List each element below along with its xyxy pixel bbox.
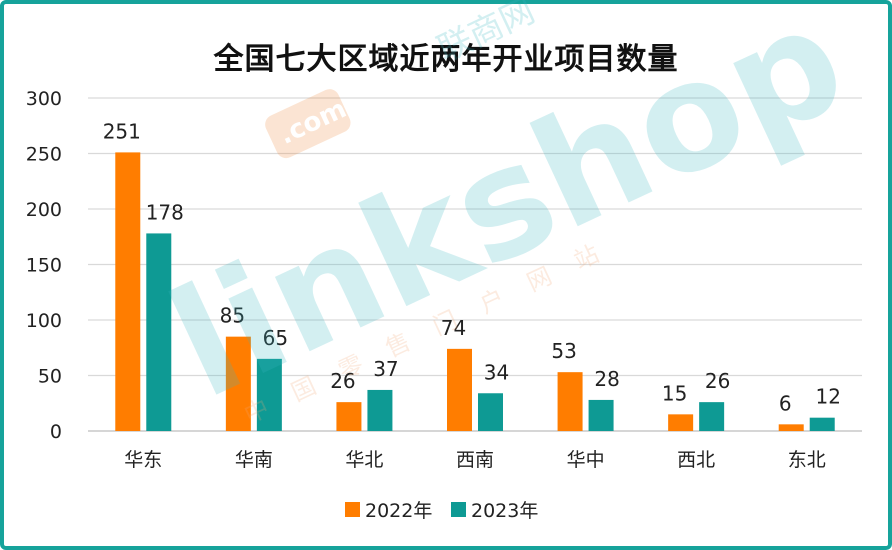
bar: [557, 372, 583, 431]
bar: [478, 393, 503, 431]
legend: 2022年 2023年: [345, 500, 538, 522]
category-labels: 华东 华南 华北 西南 华中 西北 东北: [124, 449, 825, 471]
bars: 251 178 85 65 26 37 74 34 53 28 15 26 6 12: [103, 119, 841, 431]
legend-swatch: [345, 502, 360, 517]
bar: [336, 402, 362, 431]
category-label: 华北: [345, 449, 383, 471]
category-label: 华南: [235, 449, 273, 471]
bar: [447, 348, 472, 431]
category-label: 华东: [124, 449, 162, 471]
data-label: 26: [330, 369, 355, 393]
bar: [699, 402, 725, 431]
y-tick-label: 200: [26, 199, 62, 221]
bar: [115, 152, 141, 431]
y-tick-label: 0: [50, 421, 62, 443]
data-label: 37: [373, 357, 398, 381]
bar: [225, 336, 251, 431]
data-label: 85: [220, 304, 245, 328]
bar: [778, 424, 804, 431]
bar: [668, 414, 694, 431]
y-tick-label: 300: [26, 88, 62, 110]
data-label: 178: [146, 200, 184, 224]
watermark-cn-name: 联商网: [432, 0, 541, 70]
data-label: 26: [705, 369, 730, 393]
data-label: 34: [484, 360, 509, 384]
data-label: 251: [103, 119, 141, 143]
category-label: 东北: [788, 449, 826, 471]
data-label: 28: [594, 367, 619, 391]
bar: [588, 399, 614, 431]
chart-title: 全国七大区域近两年开业项目数量: [213, 42, 679, 77]
y-tick-label: 100: [26, 310, 62, 332]
bar: [256, 358, 282, 431]
y-axis-ticks: 0 50 100 150 200 250 300: [26, 88, 62, 443]
legend-swatch: [451, 502, 466, 517]
data-label: 74: [441, 316, 466, 340]
y-tick-label: 250: [26, 144, 62, 166]
category-label: 西南: [456, 449, 494, 471]
category-label: 华中: [567, 449, 605, 471]
y-tick-label: 50: [38, 366, 62, 388]
bar: [146, 233, 172, 431]
bar: [809, 417, 835, 431]
data-label: 15: [662, 381, 687, 405]
data-label: 6: [779, 391, 792, 415]
y-tick-label: 150: [26, 255, 62, 277]
bar: [367, 389, 393, 431]
legend-label: 2023年: [471, 500, 538, 522]
grid-lines: [88, 97, 862, 432]
data-label: 12: [815, 385, 840, 409]
watermark-com-badge: [265, 89, 351, 159]
data-label: 53: [551, 339, 576, 363]
legend-label: 2022年: [365, 500, 432, 522]
data-label: 65: [263, 326, 288, 350]
category-label: 西北: [677, 449, 715, 471]
